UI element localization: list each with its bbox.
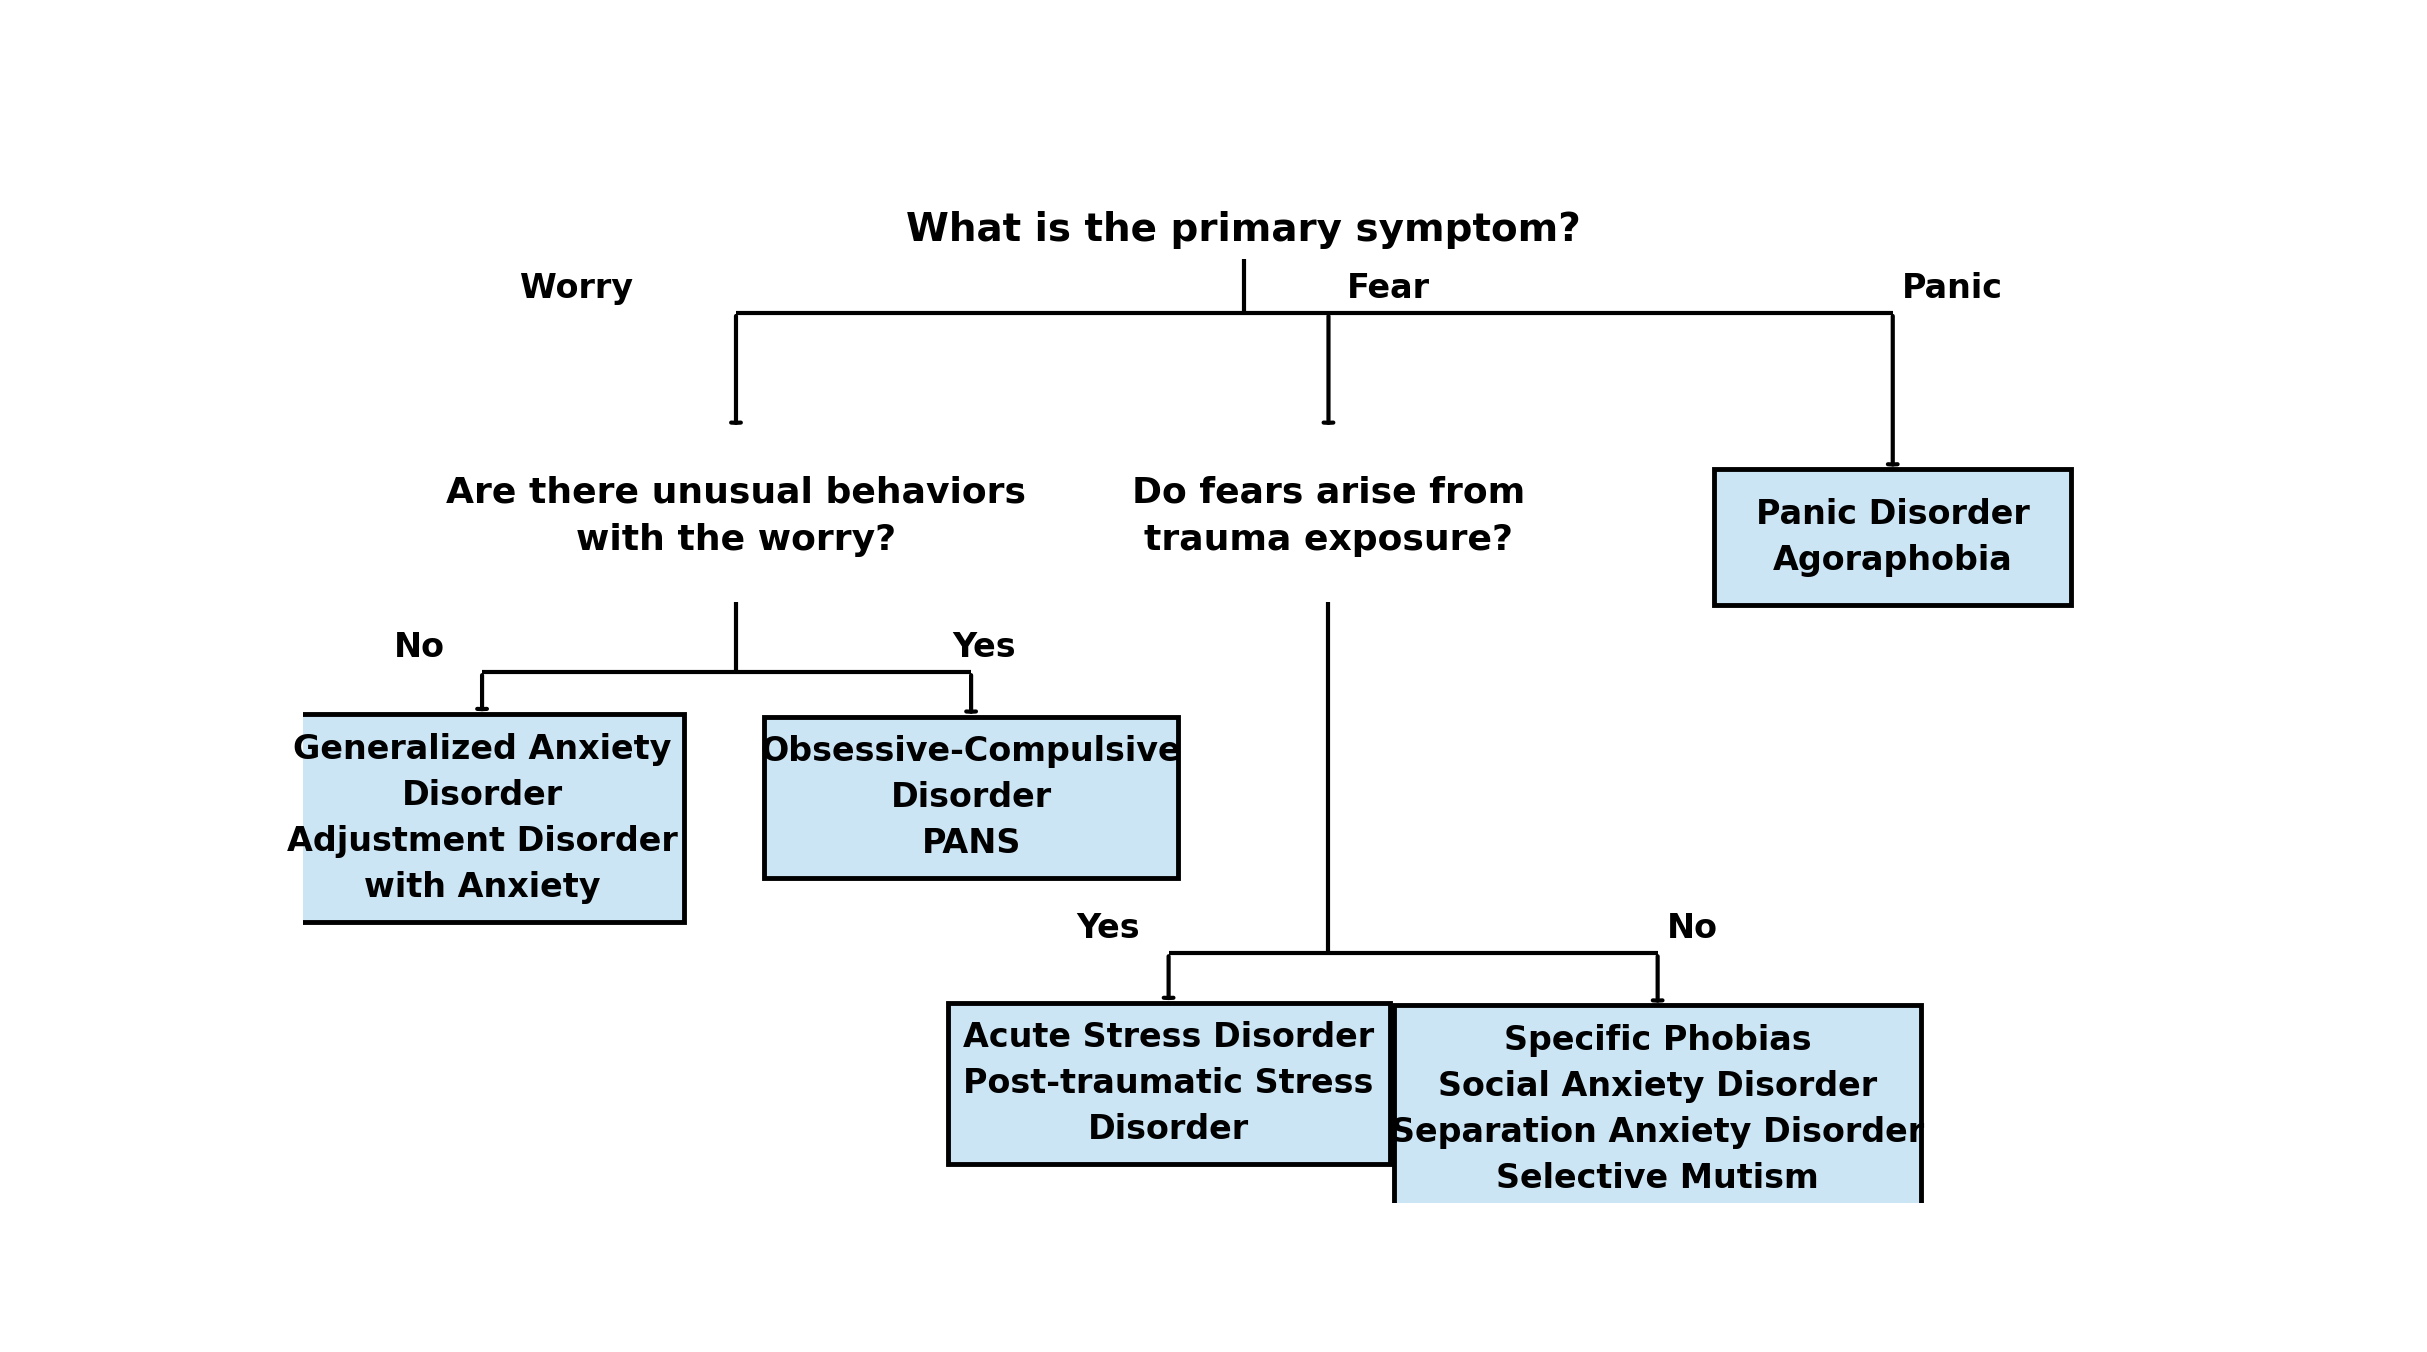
Text: Panic: Panic bbox=[1903, 272, 2002, 304]
Text: What is the primary symptom?: What is the primary symptom? bbox=[905, 211, 1582, 249]
Text: Do fears arise from
trauma exposure?: Do fears arise from trauma exposure? bbox=[1131, 476, 1524, 557]
Text: Generalized Anxiety
Disorder
Adjustment Disorder
with Anxiety: Generalized Anxiety Disorder Adjustment … bbox=[286, 733, 677, 903]
FancyBboxPatch shape bbox=[947, 1003, 1391, 1164]
Text: Acute Stress Disorder
Post-traumatic Stress
Disorder: Acute Stress Disorder Post-traumatic Str… bbox=[964, 1021, 1374, 1146]
Text: Fear: Fear bbox=[1347, 272, 1430, 304]
FancyBboxPatch shape bbox=[279, 714, 684, 922]
Text: Worry: Worry bbox=[519, 272, 633, 304]
FancyBboxPatch shape bbox=[1393, 1006, 1922, 1214]
FancyBboxPatch shape bbox=[1713, 469, 2073, 604]
Text: Obsessive-Compulsive
Disorder
PANS: Obsessive-Compulsive Disorder PANS bbox=[760, 734, 1182, 860]
Text: Yes: Yes bbox=[951, 631, 1017, 664]
Text: No: No bbox=[393, 631, 444, 664]
Text: Panic Disorder
Agoraphobia: Panic Disorder Agoraphobia bbox=[1755, 498, 2029, 576]
FancyBboxPatch shape bbox=[765, 717, 1177, 877]
Text: Are there unusual behaviors
with the worry?: Are there unusual behaviors with the wor… bbox=[447, 476, 1027, 557]
Text: Specific Phobias
Social Anxiety Disorder
Separation Anxiety Disorder
Selective M: Specific Phobias Social Anxiety Disorder… bbox=[1391, 1023, 1925, 1195]
Text: No: No bbox=[1667, 913, 1718, 945]
Text: Yes: Yes bbox=[1078, 913, 1141, 945]
